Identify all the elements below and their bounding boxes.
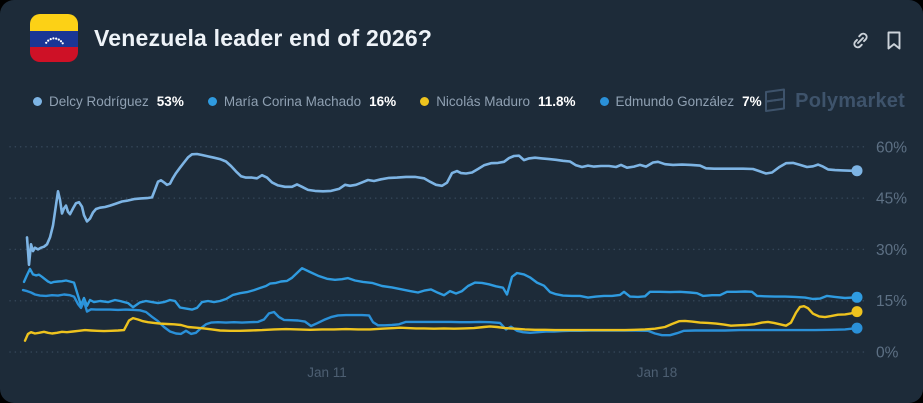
polymarket-watermark[interactable]: Polymarket: [763, 88, 905, 114]
y-axis-label: 15%: [876, 293, 907, 310]
legend-name: Edmundo González: [615, 94, 735, 109]
legend-item-delcy-rodriguez[interactable]: Delcy Rodríguez 53%: [33, 94, 184, 109]
y-axis-label: 60%: [876, 139, 907, 156]
legend-name: Nicolás Maduro: [436, 94, 530, 109]
series-dot-icon: [599, 97, 609, 106]
series-line: [25, 152, 859, 267]
x-axis-label: Jan 18: [637, 365, 678, 380]
series-dot-icon: [207, 97, 217, 106]
series-line: [23, 305, 859, 342]
polymarket-logo-icon: [763, 88, 787, 114]
legend-name: María Corina Machado: [223, 94, 362, 109]
page-title[interactable]: Venezuela leader end of 2026?: [94, 24, 433, 51]
legend-value: 16%: [369, 94, 397, 109]
legend-value: 7%: [742, 94, 762, 109]
series-end-dot: [851, 322, 863, 334]
venezuela-flag-icon: [30, 14, 78, 62]
series-end-dot: [851, 291, 863, 303]
x-axis-label: Jan 11: [307, 365, 347, 380]
y-axis-label: 45%: [876, 191, 907, 208]
series-dot-icon: [420, 97, 430, 106]
series-dot-icon: [33, 97, 42, 106]
legend-value: 53%: [156, 94, 184, 109]
legend-item-maria-corina-machado[interactable]: María Corina Machado 16%: [207, 94, 397, 109]
y-axis-label: 0%: [876, 345, 899, 362]
series-end-dot: [851, 165, 863, 177]
y-axis-label: 30%: [876, 242, 907, 259]
legend-value: 11.8%: [537, 94, 576, 109]
series-line: [22, 267, 859, 311]
legend: Delcy Rodríguez 53% María Corina Machado…: [33, 94, 762, 109]
legend-name: Delcy Rodríguez: [49, 94, 149, 109]
series-end-dot: [851, 306, 863, 318]
legend-item-nicolas-maduro[interactable]: Nicolás Maduro 11.8%: [420, 94, 576, 109]
link-icon[interactable]: [850, 30, 871, 51]
polymarket-label: Polymarket: [795, 89, 905, 112]
legend-item-edmundo-gonzalez[interactable]: Edmundo González 7%: [599, 94, 762, 109]
card-header: Venezuela leader end of 2026?: [30, 14, 432, 62]
bookmark-icon[interactable]: [885, 30, 903, 51]
